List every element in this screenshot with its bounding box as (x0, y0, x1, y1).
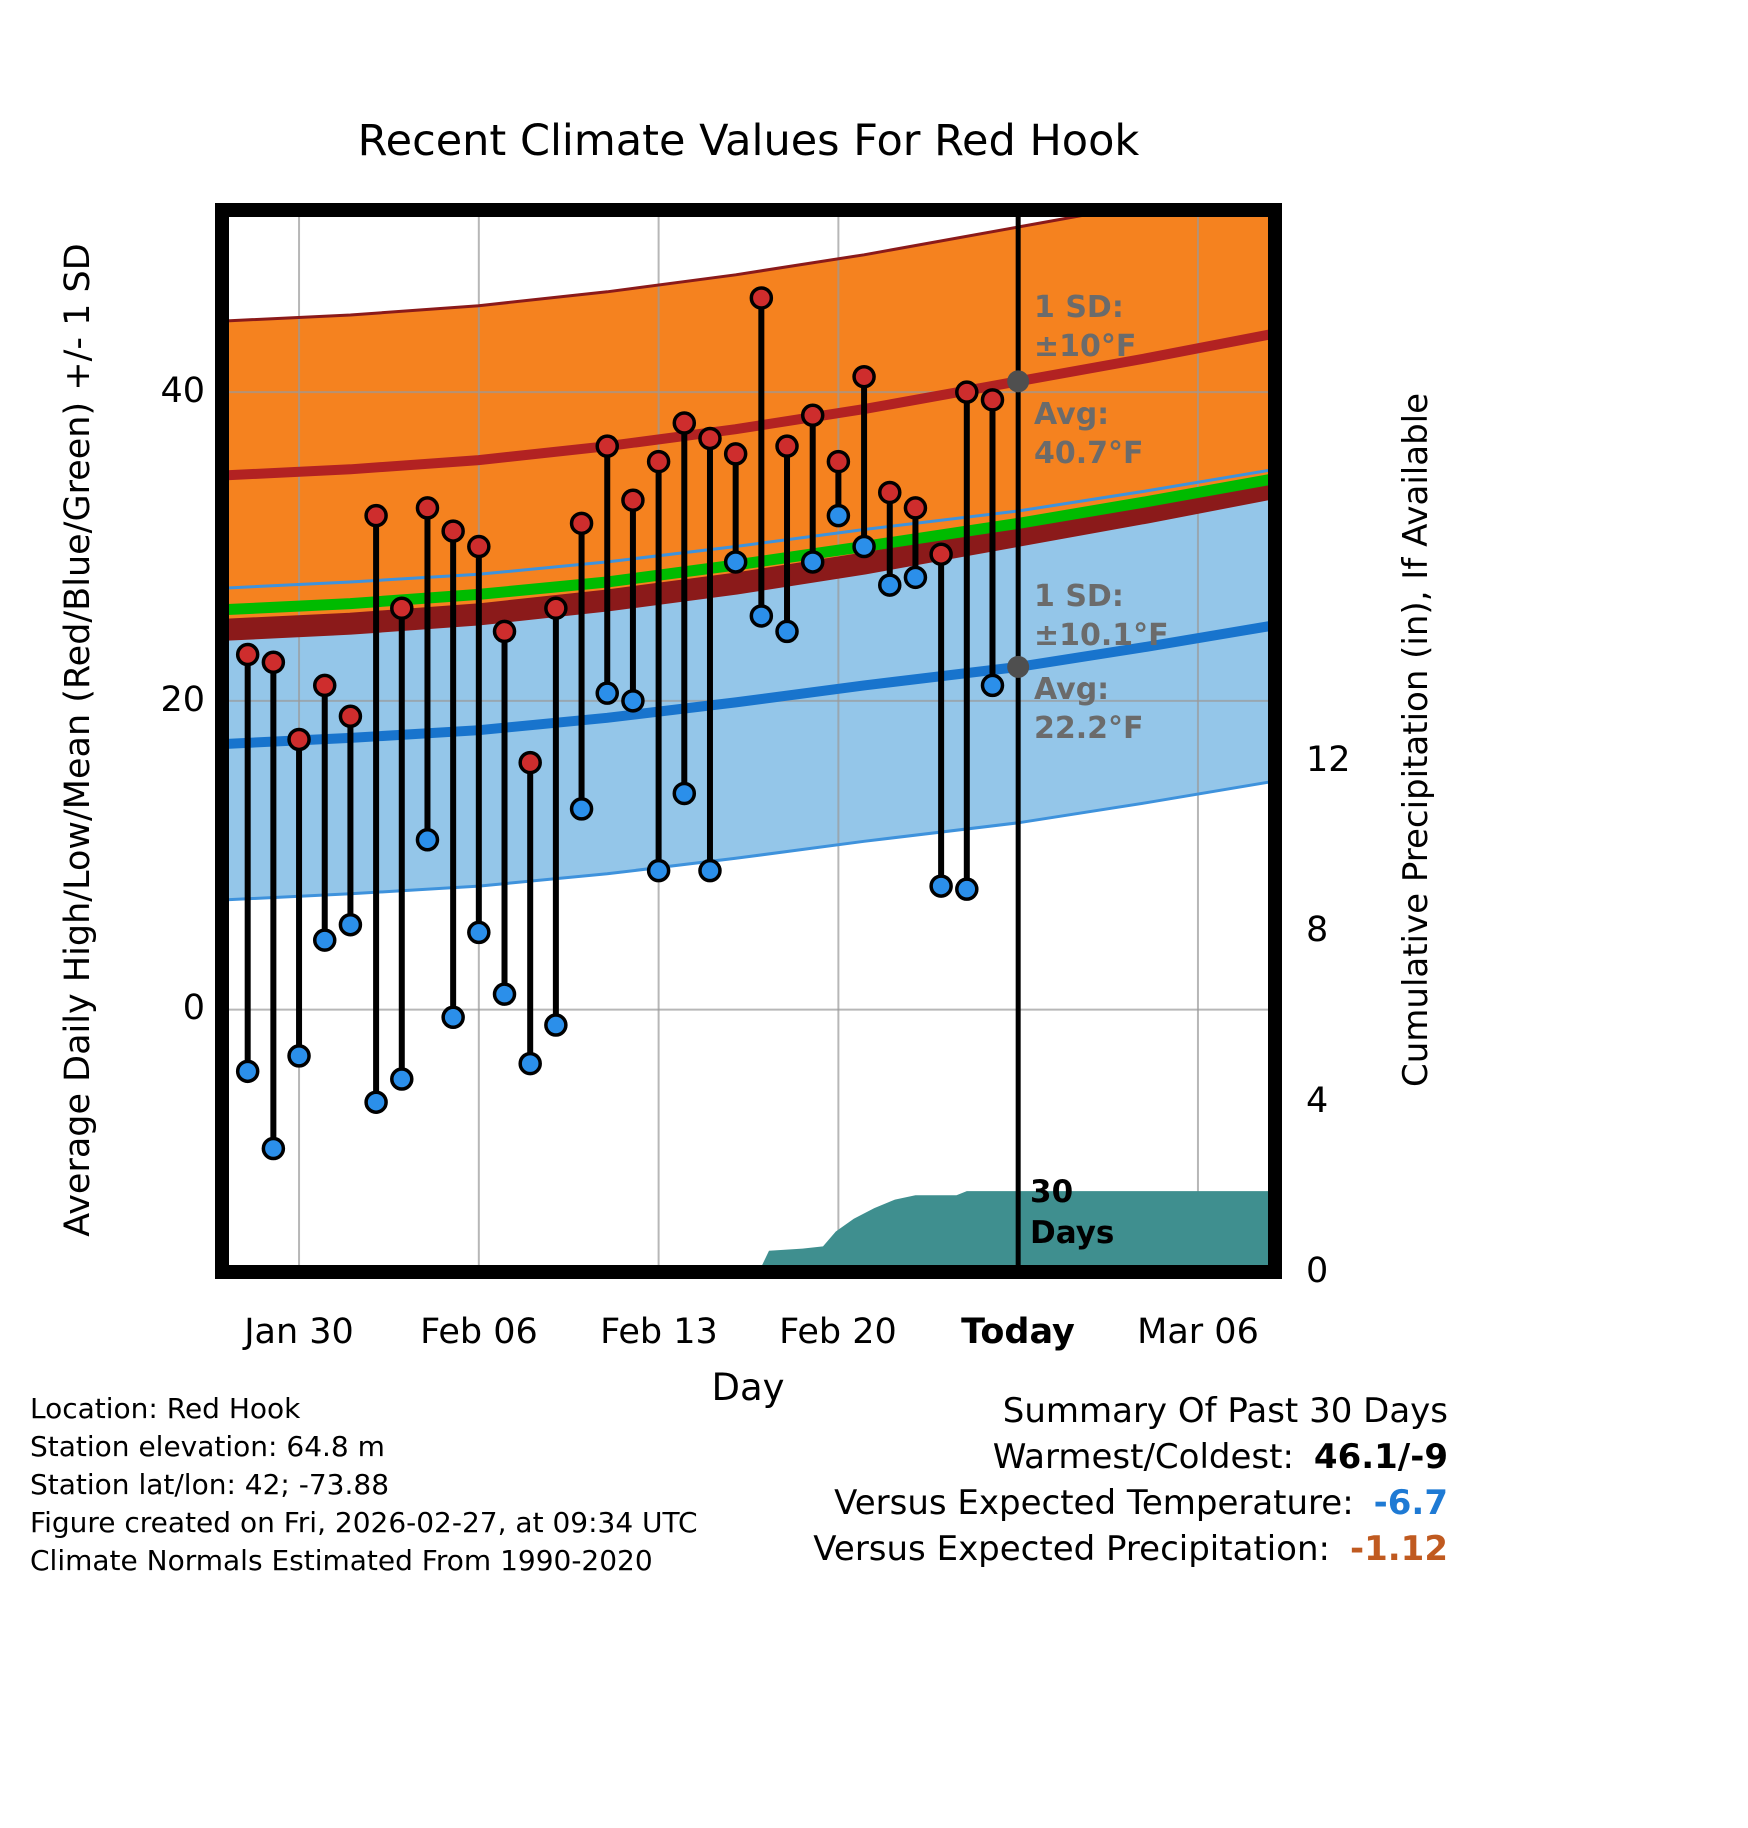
summary-row-vs-temperature: Versus Expected Temperature: -6.7 (700, 1480, 1448, 1526)
annotation-line: 22.2°F (1034, 711, 1144, 746)
footer-line-latlon: Station lat/lon: 42; -73.88 (30, 1468, 390, 1501)
annotation-line: 40.7°F (1034, 436, 1144, 471)
summary-label: Versus Expected Temperature: (834, 1483, 1354, 1523)
precip-days-line: 30 (1030, 1174, 1074, 1210)
right-tick-12: 12 (1306, 740, 1351, 780)
x-tick-feb-20: Feb 20 (779, 1312, 897, 1352)
annotation-line: 1 SD: (1034, 579, 1124, 614)
daily-high-low-stems (235, 286, 1005, 1161)
right-axis-label: Cumulative Precipitation (in), If Availa… (1396, 392, 1436, 1088)
footer-line-normals: Climate Normals Estimated From 1990-2020 (30, 1544, 653, 1577)
right-tick-0: 0 (1306, 1251, 1329, 1291)
high-avg-annotation: Avg: 40.7°F (1034, 395, 1144, 473)
annotation-line: 1 SD: (1034, 290, 1124, 325)
summary-label: Warmest/Coldest: (992, 1437, 1294, 1477)
gridlines (222, 210, 1275, 1272)
summary-row-vs-precipitation: Versus Expected Precipitation: -1.12 (700, 1526, 1448, 1572)
precip-days-line: Days (1030, 1215, 1115, 1251)
left-tick-40: 40 (160, 371, 205, 411)
chart-title: Recent Climate Values For Red Hook (357, 116, 1140, 166)
footer-line-location: Location: Red Hook (30, 1392, 301, 1425)
today-average-markers (1007, 370, 1030, 678)
summary-value: -1.12 (1350, 1529, 1448, 1569)
annotation-line: ±10°F (1034, 329, 1137, 364)
x-tick-mar-06: Mar 06 (1137, 1312, 1259, 1352)
left-tick-0: 0 (182, 988, 205, 1028)
x-axis-label: Day (711, 1366, 785, 1409)
right-tick-4: 4 (1306, 1081, 1329, 1121)
footer-line-created: Figure created on Fri, 2026-02-27, at 09… (30, 1506, 698, 1539)
summary-row-warmest-coldest: Warmest/Coldest: 46.1/-9 (700, 1434, 1448, 1480)
low-sd-annotation: 1 SD: ±10.1°F (1034, 577, 1169, 655)
summary-panel: Summary Of Past 30 Days Warmest/Coldest:… (700, 1388, 1448, 1572)
x-tick-jan-30: Jan 30 (244, 1312, 354, 1352)
right-tick-8: 8 (1306, 910, 1329, 950)
high-sd-annotation: 1 SD: ±10°F (1034, 288, 1136, 366)
left-tick-20: 20 (160, 680, 205, 720)
annotation-line: ±10.1°F (1034, 618, 1169, 653)
plot-border (215, 203, 1282, 1279)
summary-label: Versus Expected Precipitation: (813, 1529, 1330, 1569)
summary-value: -6.7 (1373, 1483, 1448, 1523)
summary-value: 46.1/-9 (1313, 1437, 1448, 1477)
x-tick-feb-13: Feb 13 (600, 1312, 718, 1352)
summary-title: Summary Of Past 30 Days (1002, 1391, 1448, 1431)
left-axis-label: Average Daily High/Low/Mean (Red/Blue/Gr… (58, 243, 98, 1237)
x-tick-today: Today (961, 1312, 1075, 1352)
station-metadata: Location: Red Hook Station elevation: 64… (30, 1390, 698, 1580)
x-tick-feb-06: Feb 06 (420, 1312, 538, 1352)
low-avg-annotation: Avg: 22.2°F (1034, 670, 1144, 748)
annotation-line: Avg: (1034, 397, 1110, 432)
annotation-line: Avg: (1034, 672, 1110, 707)
precip-days-label: 30 Days (1030, 1172, 1114, 1254)
footer-line-elevation: Station elevation: 64.8 m (30, 1430, 385, 1463)
